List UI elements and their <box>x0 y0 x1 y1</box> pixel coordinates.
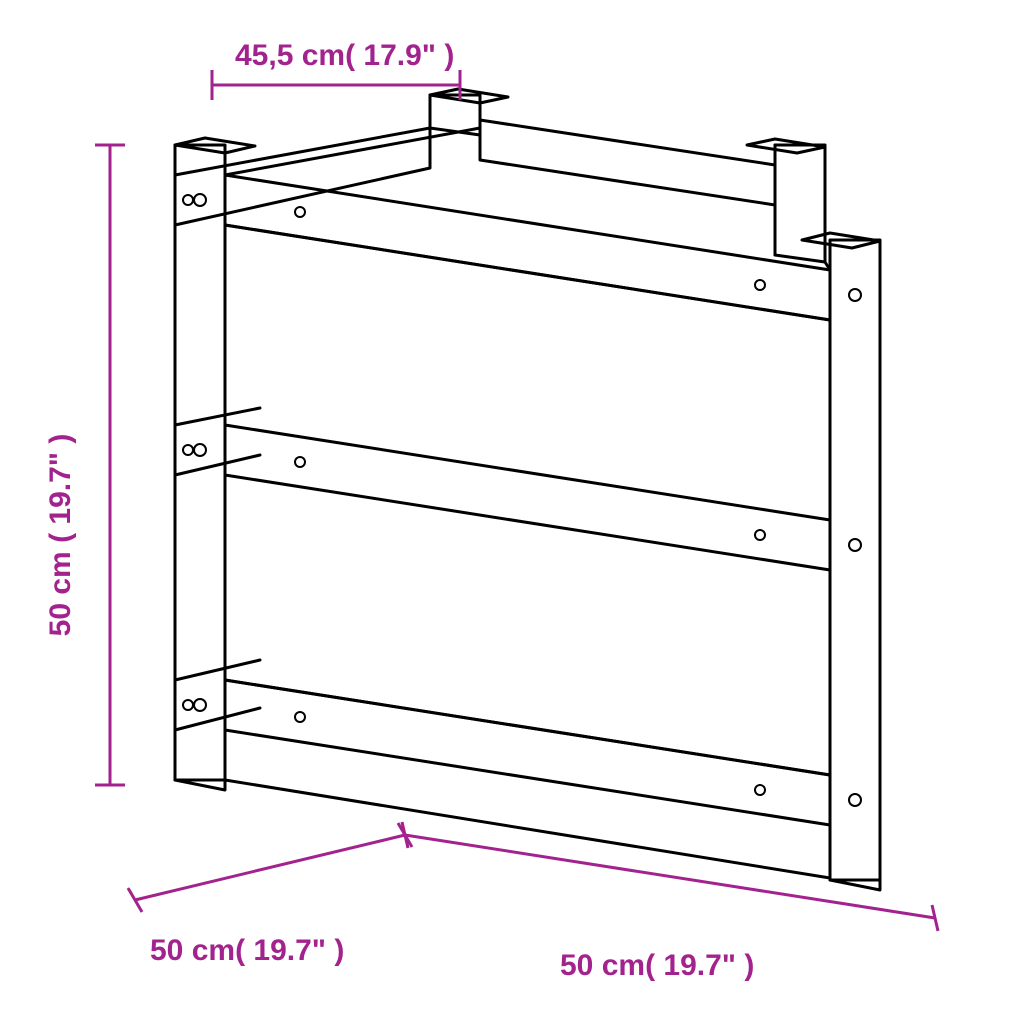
screws <box>183 194 861 806</box>
left-bottom-rail <box>175 660 260 730</box>
front-mid-rail <box>225 425 830 570</box>
dim-top-label: 45,5 cm( 17.9" ) <box>235 39 454 72</box>
front-panel <box>225 225 830 775</box>
dim-bottom-right: 50 cm( 19.7" ) <box>402 822 938 982</box>
dim-left-label: 50 cm ( 19.7" ) <box>44 434 77 637</box>
front-bottom-rail <box>225 680 830 825</box>
dim-bottom-left: 50 cm( 19.7" ) <box>128 823 412 967</box>
back-top-rail <box>480 120 775 205</box>
front-right-post <box>830 240 880 880</box>
left-mid-rail <box>175 408 260 475</box>
dim-br-label: 50 cm( 19.7" ) <box>560 949 754 982</box>
dim-top: 45,5 cm( 17.9" ) <box>212 39 460 100</box>
rear-right-post <box>775 145 825 262</box>
front-top-rail <box>225 175 830 320</box>
dim-bl-label: 50 cm( 19.7" ) <box>150 934 344 967</box>
dim-left: 50 cm ( 19.7" ) <box>44 145 125 785</box>
front-left-post <box>175 145 225 780</box>
post-feet <box>175 780 880 890</box>
planter-dimension-diagram: 45,5 cm( 17.9" ) 50 cm ( 19.7" ) 50 cm( … <box>0 0 1024 1024</box>
dimension-annotations: 45,5 cm( 17.9" ) 50 cm ( 19.7" ) 50 cm( … <box>44 39 938 982</box>
planter-line-art <box>175 89 880 890</box>
